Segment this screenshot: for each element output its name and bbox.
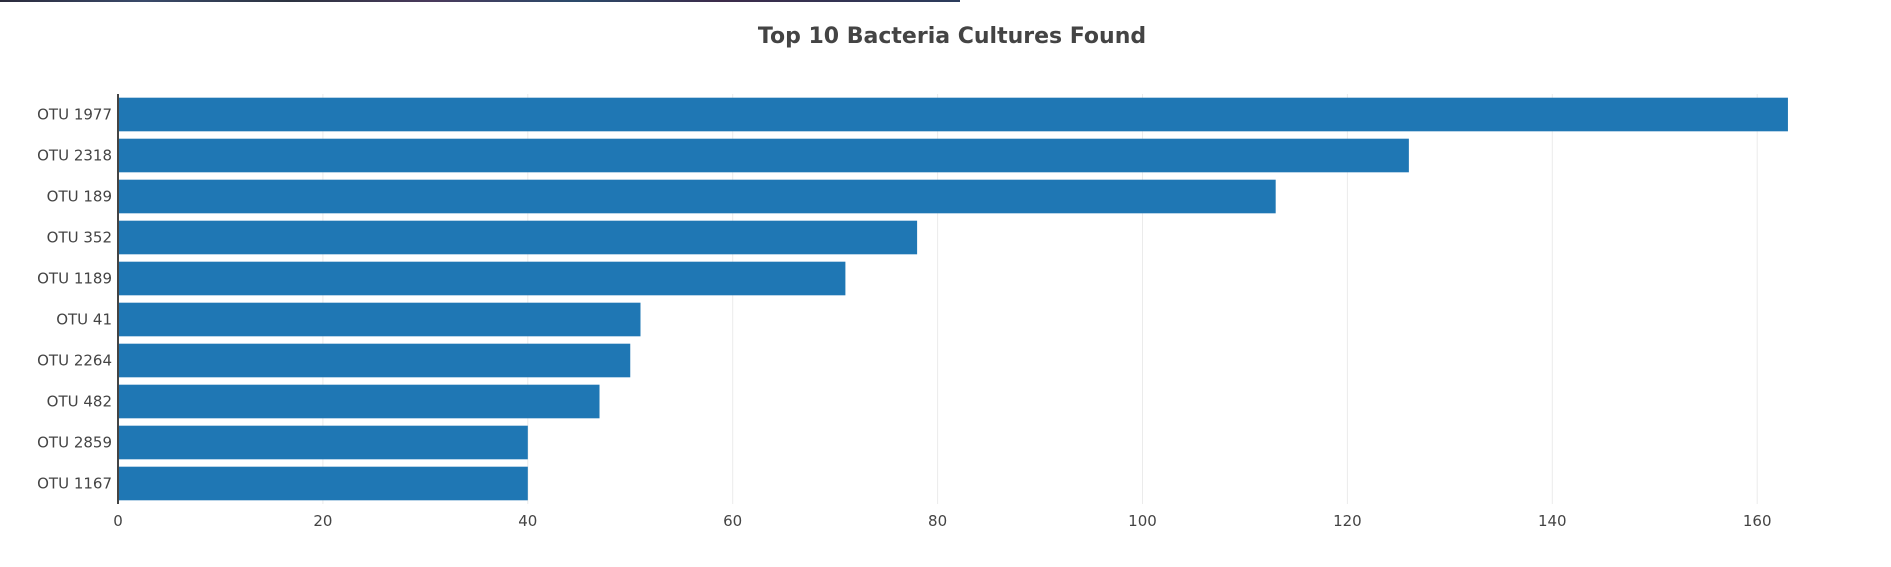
bar-otu-482[interactable] [118, 384, 600, 419]
y-tick-label: OTU 1167 [37, 475, 112, 493]
bar-otu-41[interactable] [118, 302, 641, 337]
chart-title: Top 10 Bacteria Cultures Found [758, 24, 1146, 49]
y-tick-label: OTU 1977 [37, 106, 112, 124]
y-tick-label: OTU 189 [47, 188, 112, 206]
top-decorative-strip [0, 0, 960, 2]
x-tick-label: 20 [313, 512, 332, 530]
x-tick-label: 140 [1538, 512, 1567, 530]
y-tick-label: OTU 1189 [37, 270, 112, 288]
bar-otu-2264[interactable] [118, 343, 631, 378]
bar-otu-1167[interactable] [118, 466, 528, 501]
bar-otu-1977[interactable] [118, 97, 1788, 132]
bar-otu-1189[interactable] [118, 261, 846, 296]
x-tick-label: 0 [113, 512, 123, 530]
x-tick-label: 80 [928, 512, 947, 530]
x-tick-label: 40 [518, 512, 537, 530]
x-tick-label: 160 [1743, 512, 1772, 530]
bar-otu-189[interactable] [118, 179, 1276, 214]
y-tick-label: OTU 41 [56, 311, 112, 329]
y-tick-label: OTU 2318 [37, 147, 112, 165]
x-tick-label: 120 [1333, 512, 1362, 530]
x-tick-label: 100 [1128, 512, 1157, 530]
bar-otu-352[interactable] [118, 220, 918, 255]
bar-otu-2318[interactable] [118, 138, 1409, 173]
bar-otu-2859[interactable] [118, 425, 528, 460]
y-tick-label: OTU 352 [47, 229, 112, 247]
x-tick-label: 60 [723, 512, 742, 530]
bars [118, 97, 1788, 501]
y-tick-label: OTU 2859 [37, 434, 112, 452]
x-tick-labels: 0 20 40 60 80 100 120 140 160 [113, 512, 1771, 530]
y-tick-labels: OTU 1977 OTU 2318 OTU 189 OTU 352 OTU 1189 OT… [37, 106, 112, 493]
y-tick-label: OTU 482 [47, 393, 112, 411]
y-tick-label: OTU 2264 [37, 352, 112, 370]
